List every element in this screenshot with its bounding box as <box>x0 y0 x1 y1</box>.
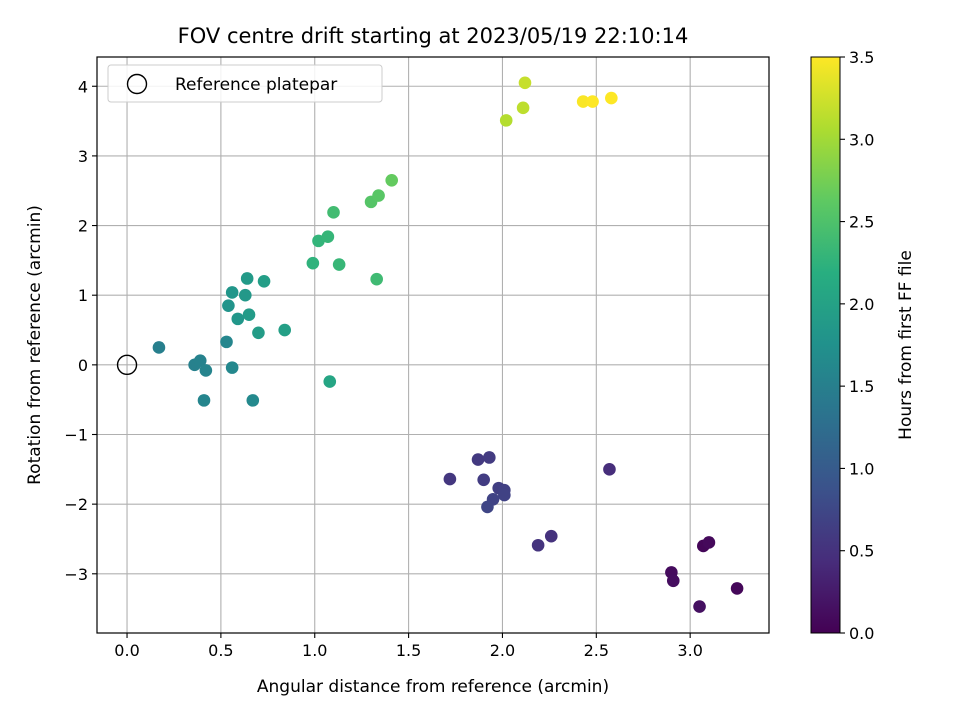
y-tick-label: 2 <box>78 217 88 236</box>
data-point <box>252 326 265 340</box>
legend-label: Reference platepar <box>175 75 337 95</box>
y-tick-label: −2 <box>64 495 88 514</box>
x-axis-ticks: 0.0 0.5 1.0 1.5 2.0 2.5 3.0 <box>114 633 703 660</box>
data-points <box>152 76 744 613</box>
data-point <box>257 274 271 288</box>
data-point <box>481 500 494 514</box>
y-axis-label: Rotation from reference (arcmin) <box>25 205 45 485</box>
y-tick-label: 1 <box>78 286 88 305</box>
colorbar-tick-label: 1.5 <box>849 377 874 396</box>
legend-reference-icon <box>126 73 148 95</box>
data-point <box>576 95 590 108</box>
data-point <box>603 463 616 476</box>
x-tick-label: 1.5 <box>396 641 421 660</box>
data-point <box>531 538 545 552</box>
data-point <box>586 95 599 108</box>
data-point <box>312 234 325 248</box>
grid-lines <box>97 57 769 633</box>
data-point <box>443 472 457 486</box>
data-point <box>193 354 207 367</box>
y-tick-label: −3 <box>64 565 88 584</box>
data-point <box>197 394 211 407</box>
data-point <box>220 335 233 349</box>
data-point <box>370 272 383 286</box>
data-point <box>471 453 485 466</box>
y-tick-label: −1 <box>64 425 88 444</box>
chart-title: FOV centre drift starting at 2023/05/19 … <box>178 24 689 48</box>
data-point <box>231 312 245 326</box>
colorbar-tick-label: 3.0 <box>849 130 874 149</box>
plot-frame <box>96 56 770 634</box>
x-tick-label: 0.0 <box>114 641 139 660</box>
colorbar: 0.0 0.5 1.0 1.5 2.0 2.5 3.0 3.5 Hours from firs… <box>810 48 916 643</box>
x-tick-label: 1.0 <box>302 641 327 660</box>
colorbar-tick-label: 2.5 <box>849 213 874 232</box>
data-point <box>278 323 292 337</box>
data-point <box>327 206 340 219</box>
y-tick-label: 3 <box>78 147 88 166</box>
colorbar-tick-label: 2.0 <box>849 295 874 314</box>
data-point <box>372 189 385 202</box>
data-point <box>730 582 744 595</box>
data-point <box>238 288 252 302</box>
data-point <box>483 451 496 464</box>
data-point <box>225 361 239 374</box>
colorbar-tick-label: 0.0 <box>849 624 874 643</box>
x-tick-label: 2.0 <box>490 641 515 660</box>
y-tick-label: 0 <box>78 356 88 375</box>
data-point <box>518 76 532 90</box>
y-tick-label: 4 <box>78 77 88 96</box>
data-point <box>544 529 558 543</box>
colorbar-label: Hours from first FF file <box>896 250 916 440</box>
data-point <box>222 299 235 312</box>
colorbar-tick-label: 0.5 <box>849 542 874 561</box>
x-tick-label: 3.0 <box>677 641 702 660</box>
legend-box <box>107 64 383 103</box>
colorbar-ticks: 0.0 0.5 1.0 1.5 2.0 2.5 3.0 3.5 <box>840 48 874 643</box>
data-point <box>242 308 256 322</box>
x-tick-label: 0.5 <box>208 641 233 660</box>
data-point <box>332 258 346 271</box>
data-point <box>605 91 618 105</box>
data-point <box>240 272 254 285</box>
data-point <box>498 488 511 502</box>
reference-platepar-marker <box>116 354 138 376</box>
data-point <box>477 473 490 487</box>
colorbar-tick-label: 3.5 <box>849 48 874 67</box>
data-point <box>199 364 213 377</box>
reference-marker-layer <box>116 354 138 376</box>
data-point <box>225 286 239 299</box>
data-point <box>246 394 260 407</box>
data-point <box>516 101 530 115</box>
data-point <box>323 375 337 388</box>
data-point <box>306 256 320 270</box>
data-point <box>702 536 716 549</box>
data-point <box>152 341 166 354</box>
data-point <box>321 230 335 243</box>
data-point <box>666 574 680 588</box>
data-point <box>499 114 513 127</box>
y-axis-ticks: −3 −2 −1 0 1 2 3 4 <box>64 77 97 584</box>
data-point <box>693 600 706 613</box>
data-point <box>385 173 399 187</box>
legend: Reference platepar <box>107 64 383 103</box>
colorbar-tick-label: 1.0 <box>849 459 874 478</box>
x-axis-label: Angular distance from reference (arcmin) <box>257 677 609 697</box>
colorbar-gradient <box>810 56 841 634</box>
x-tick-label: 2.5 <box>584 641 609 660</box>
